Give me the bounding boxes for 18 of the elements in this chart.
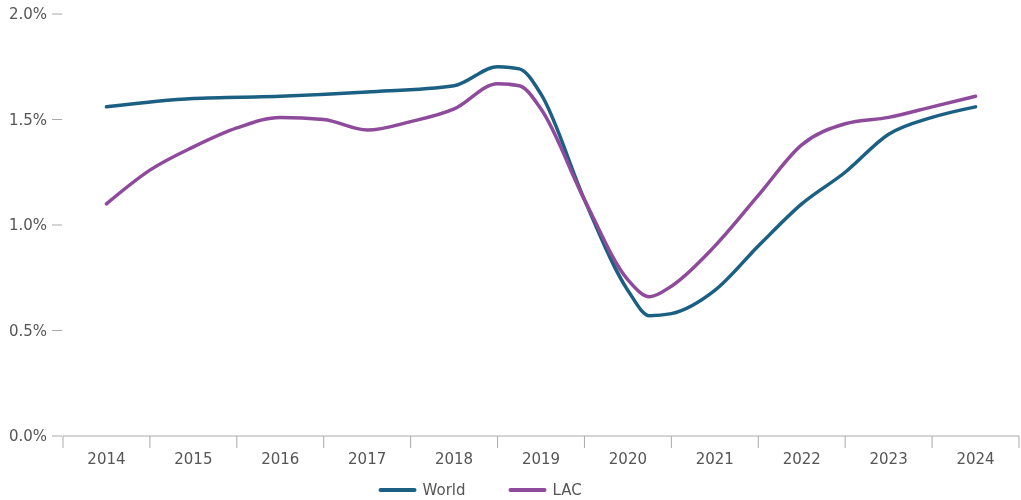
y-tick-label: 2.0% bbox=[8, 5, 47, 24]
y-tick-label: 1.0% bbox=[8, 216, 47, 235]
x-tick-label: 2024 bbox=[956, 450, 995, 468]
y-tick-label: 0.0% bbox=[8, 427, 47, 446]
x-tick-label: 2020 bbox=[608, 450, 647, 468]
y-tick-label: 1.5% bbox=[8, 110, 47, 129]
x-tick-label: 2023 bbox=[869, 450, 908, 468]
x-tick-label: 2021 bbox=[695, 450, 734, 468]
x-tick-label: 2018 bbox=[435, 450, 474, 468]
legend-label: World bbox=[422, 481, 466, 500]
x-tick-label: 2022 bbox=[782, 450, 821, 468]
x-tick-label: 2014 bbox=[87, 450, 126, 468]
x-tick-label: 2015 bbox=[174, 450, 213, 468]
x-tick-label: 2017 bbox=[348, 450, 387, 468]
x-tick-label: 2016 bbox=[261, 450, 300, 468]
y-tick-label: 0.5% bbox=[8, 321, 47, 340]
legend-label: LAC bbox=[552, 481, 582, 500]
x-tick-label: 2019 bbox=[521, 450, 561, 468]
